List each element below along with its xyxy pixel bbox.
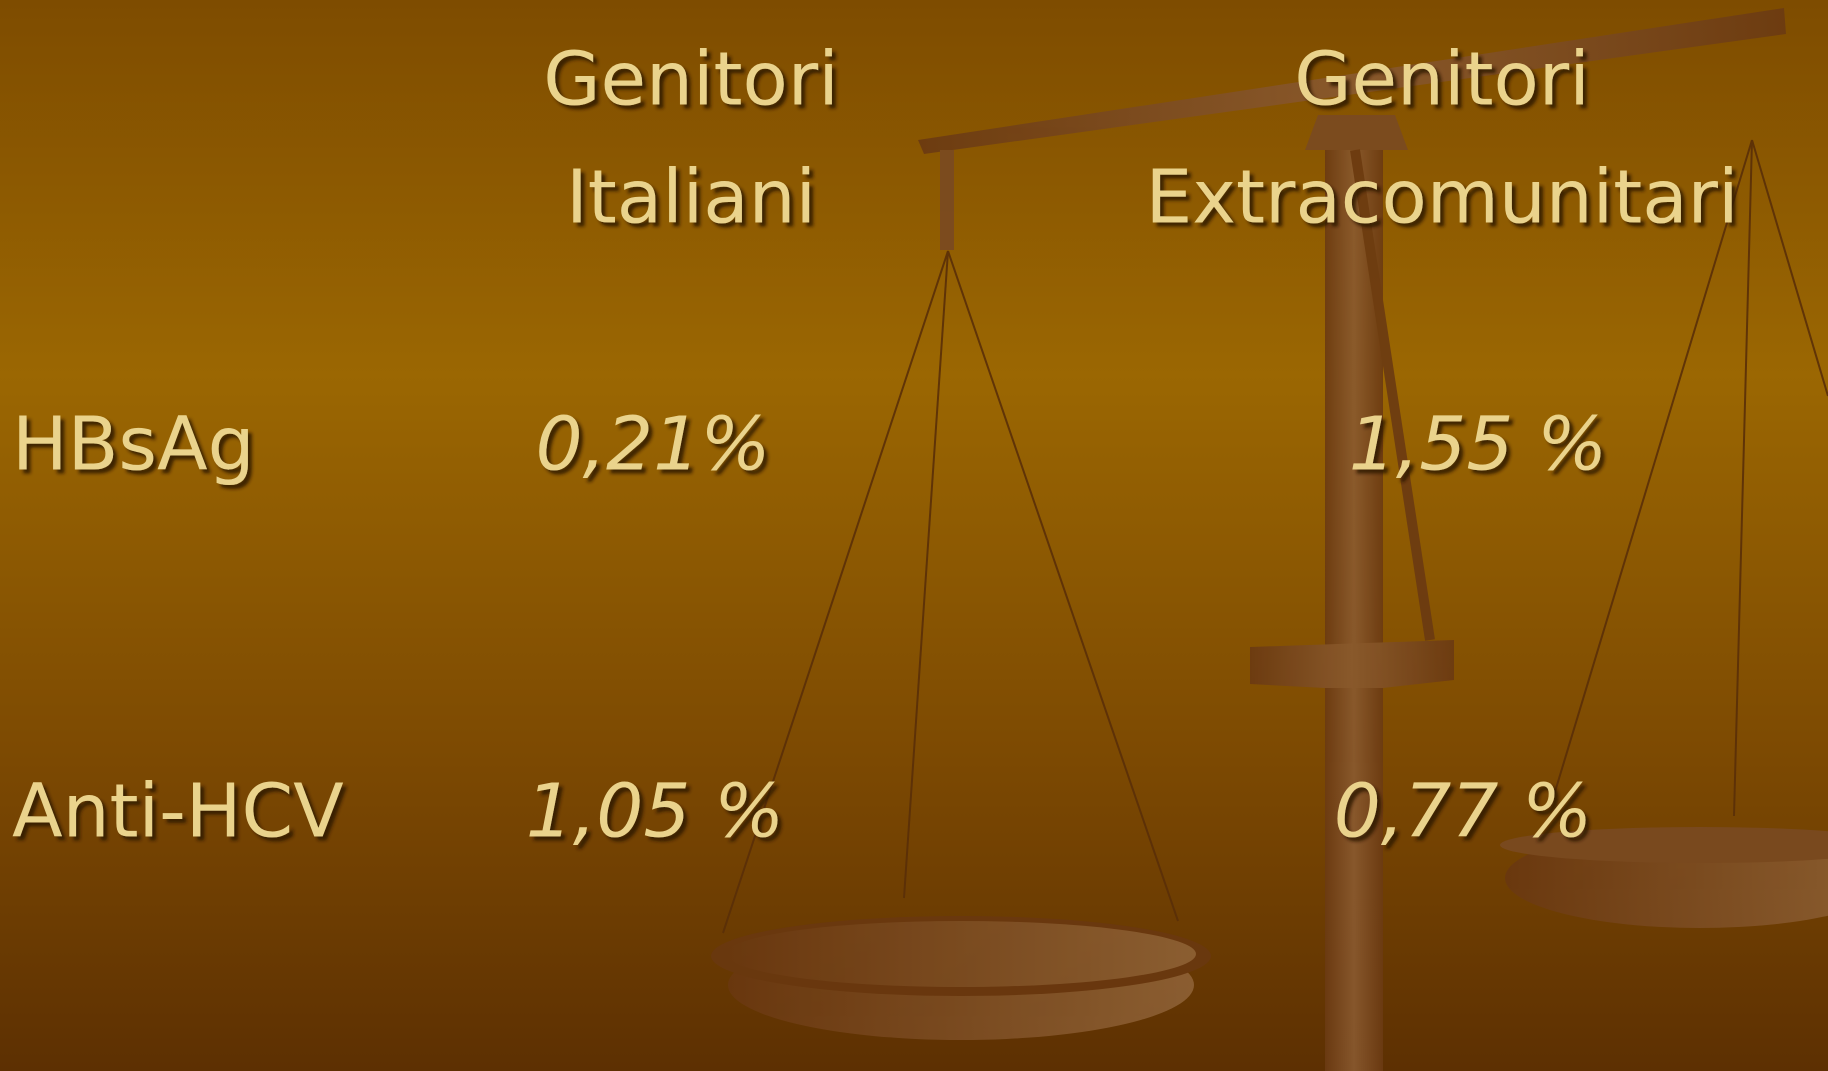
column-header: Italiani [566,155,816,241]
scale-decoration [711,8,1828,1071]
cell-value: 1,55 % [1349,402,1608,488]
table: Genitori Italiani Genitori Extracomunitari H… [12,37,1739,855]
cell-value: 1,05 % [526,769,785,855]
row-label: Anti-HCV [12,769,344,855]
column-header: Extracomunitari [1145,155,1738,241]
cell-value: 0,21% [535,402,770,488]
column-header: Genitori [543,37,839,123]
column-header: Genitori [1294,37,1590,123]
row-label: HBsAg [12,402,255,488]
cell-value: 0,77 % [1334,769,1593,855]
